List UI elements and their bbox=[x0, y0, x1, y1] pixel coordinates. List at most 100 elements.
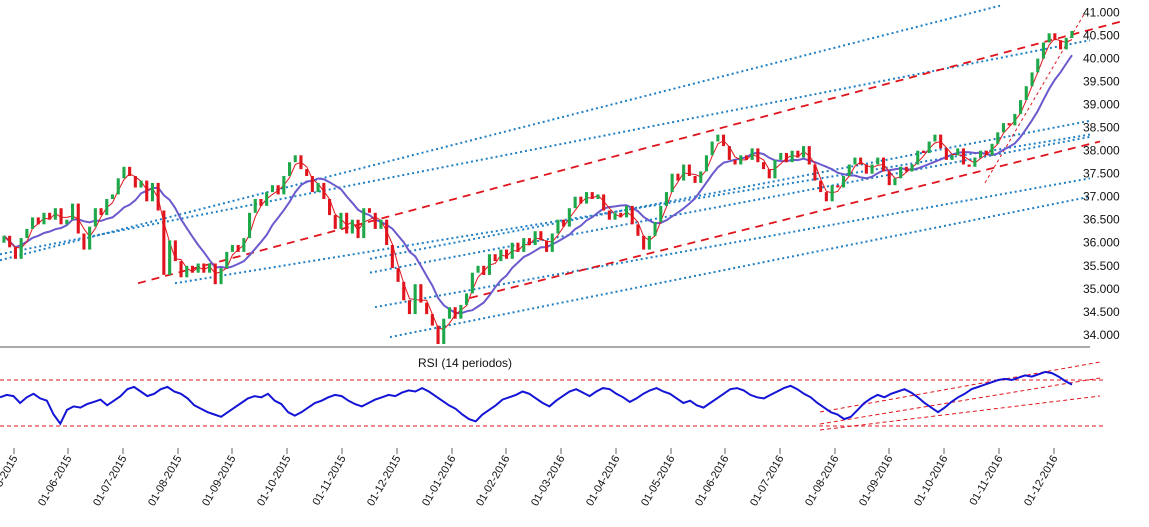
candle bbox=[550, 233, 554, 252]
candle bbox=[887, 171, 891, 186]
candle bbox=[299, 155, 303, 170]
candlesticks bbox=[2, 31, 1074, 344]
candle bbox=[773, 159, 777, 179]
candle bbox=[168, 240, 172, 275]
candle bbox=[961, 148, 965, 165]
candle bbox=[836, 185, 840, 188]
candle bbox=[190, 265, 194, 273]
candle bbox=[442, 318, 446, 344]
candle bbox=[944, 148, 948, 160]
candle bbox=[31, 217, 35, 229]
rsi-trend-line bbox=[819, 361, 1101, 413]
date-tick-label: 01-09-2016 bbox=[857, 454, 896, 509]
candle bbox=[453, 307, 457, 319]
date-tick-label: 01-01-2016 bbox=[420, 454, 459, 509]
date-tick-label: 01-11-2016 bbox=[967, 454, 1005, 508]
candle bbox=[796, 150, 800, 158]
candle bbox=[276, 185, 280, 195]
candle bbox=[310, 176, 314, 193]
candle bbox=[242, 238, 246, 252]
channel-line-dotted bbox=[369, 135, 1091, 274]
candle bbox=[625, 205, 629, 218]
channel-line-dotted bbox=[369, 119, 1091, 260]
candle bbox=[704, 155, 708, 172]
candle bbox=[1070, 31, 1074, 38]
candle bbox=[562, 219, 566, 227]
candle bbox=[82, 233, 86, 250]
candle bbox=[744, 155, 748, 160]
candle bbox=[42, 212, 46, 225]
candle bbox=[367, 208, 371, 213]
candle bbox=[676, 173, 680, 181]
candle bbox=[1019, 100, 1023, 114]
candle bbox=[208, 263, 212, 273]
candle bbox=[145, 180, 149, 202]
candle bbox=[225, 251, 229, 268]
price-tick-label: 34.000 bbox=[1083, 328, 1120, 342]
candle bbox=[253, 199, 257, 213]
candle bbox=[322, 182, 326, 199]
candle bbox=[505, 249, 509, 259]
candle bbox=[379, 219, 383, 229]
candle bbox=[607, 210, 611, 220]
candle bbox=[499, 249, 503, 262]
date-tick-label: 01-08-2016 bbox=[803, 454, 842, 509]
candle bbox=[927, 141, 931, 153]
channel-line-dotted bbox=[374, 177, 1091, 309]
price-tick-label: 37.500 bbox=[1083, 167, 1120, 181]
rsi-title: RSI (14 periodos) bbox=[418, 356, 512, 370]
candle bbox=[893, 178, 897, 186]
candle bbox=[996, 132, 1000, 144]
date-tick-label: 01-03-2016 bbox=[529, 454, 568, 509]
trend-line-dashed bbox=[137, 20, 1121, 285]
date-tick-label: 01-08-2015 bbox=[146, 454, 185, 509]
candle bbox=[762, 162, 766, 170]
candle bbox=[819, 180, 823, 193]
date-tick-label: 01-10-2015 bbox=[255, 454, 294, 509]
candle bbox=[802, 146, 806, 158]
candle bbox=[1024, 86, 1028, 100]
candle bbox=[899, 166, 903, 179]
candle bbox=[350, 219, 354, 234]
candle bbox=[545, 240, 549, 252]
candle bbox=[1059, 40, 1063, 50]
candle bbox=[653, 222, 657, 236]
candle bbox=[813, 164, 817, 181]
candle bbox=[425, 302, 429, 315]
candle bbox=[984, 150, 988, 156]
candle bbox=[76, 203, 80, 234]
candle bbox=[767, 169, 771, 179]
candle bbox=[116, 178, 120, 195]
candle bbox=[602, 194, 606, 211]
candle bbox=[305, 169, 309, 176]
price-tick-label: 34.500 bbox=[1083, 305, 1120, 319]
price-tick-label: 37.000 bbox=[1083, 190, 1120, 204]
candle bbox=[36, 217, 40, 225]
candle bbox=[8, 235, 12, 248]
candle bbox=[248, 212, 252, 239]
candle bbox=[59, 208, 63, 225]
price-tick-label: 36.000 bbox=[1083, 236, 1120, 250]
candle bbox=[699, 171, 703, 183]
price-tick-label: 40.500 bbox=[1083, 29, 1120, 43]
candle bbox=[65, 219, 69, 225]
price-tick-label: 35.000 bbox=[1083, 282, 1120, 296]
candle bbox=[556, 219, 560, 234]
date-tick-label: 01-10-2016 bbox=[912, 454, 951, 509]
candle bbox=[110, 194, 114, 199]
date-tick-label: 01-04-2016 bbox=[584, 454, 623, 509]
moving-average-slow bbox=[3, 54, 1073, 315]
candle bbox=[1007, 123, 1011, 126]
candle bbox=[904, 166, 908, 172]
date-tick-label: 01-12-2016 bbox=[1022, 454, 1061, 509]
candle bbox=[613, 212, 617, 220]
date-tick-label: 01-02-2016 bbox=[474, 454, 513, 509]
candle bbox=[739, 155, 743, 165]
candle bbox=[179, 261, 183, 278]
candle bbox=[670, 173, 674, 193]
candle bbox=[722, 134, 726, 147]
candle bbox=[413, 284, 417, 315]
price-tick-label: 39.000 bbox=[1083, 98, 1120, 112]
candle bbox=[1001, 123, 1005, 133]
candle bbox=[642, 235, 646, 250]
